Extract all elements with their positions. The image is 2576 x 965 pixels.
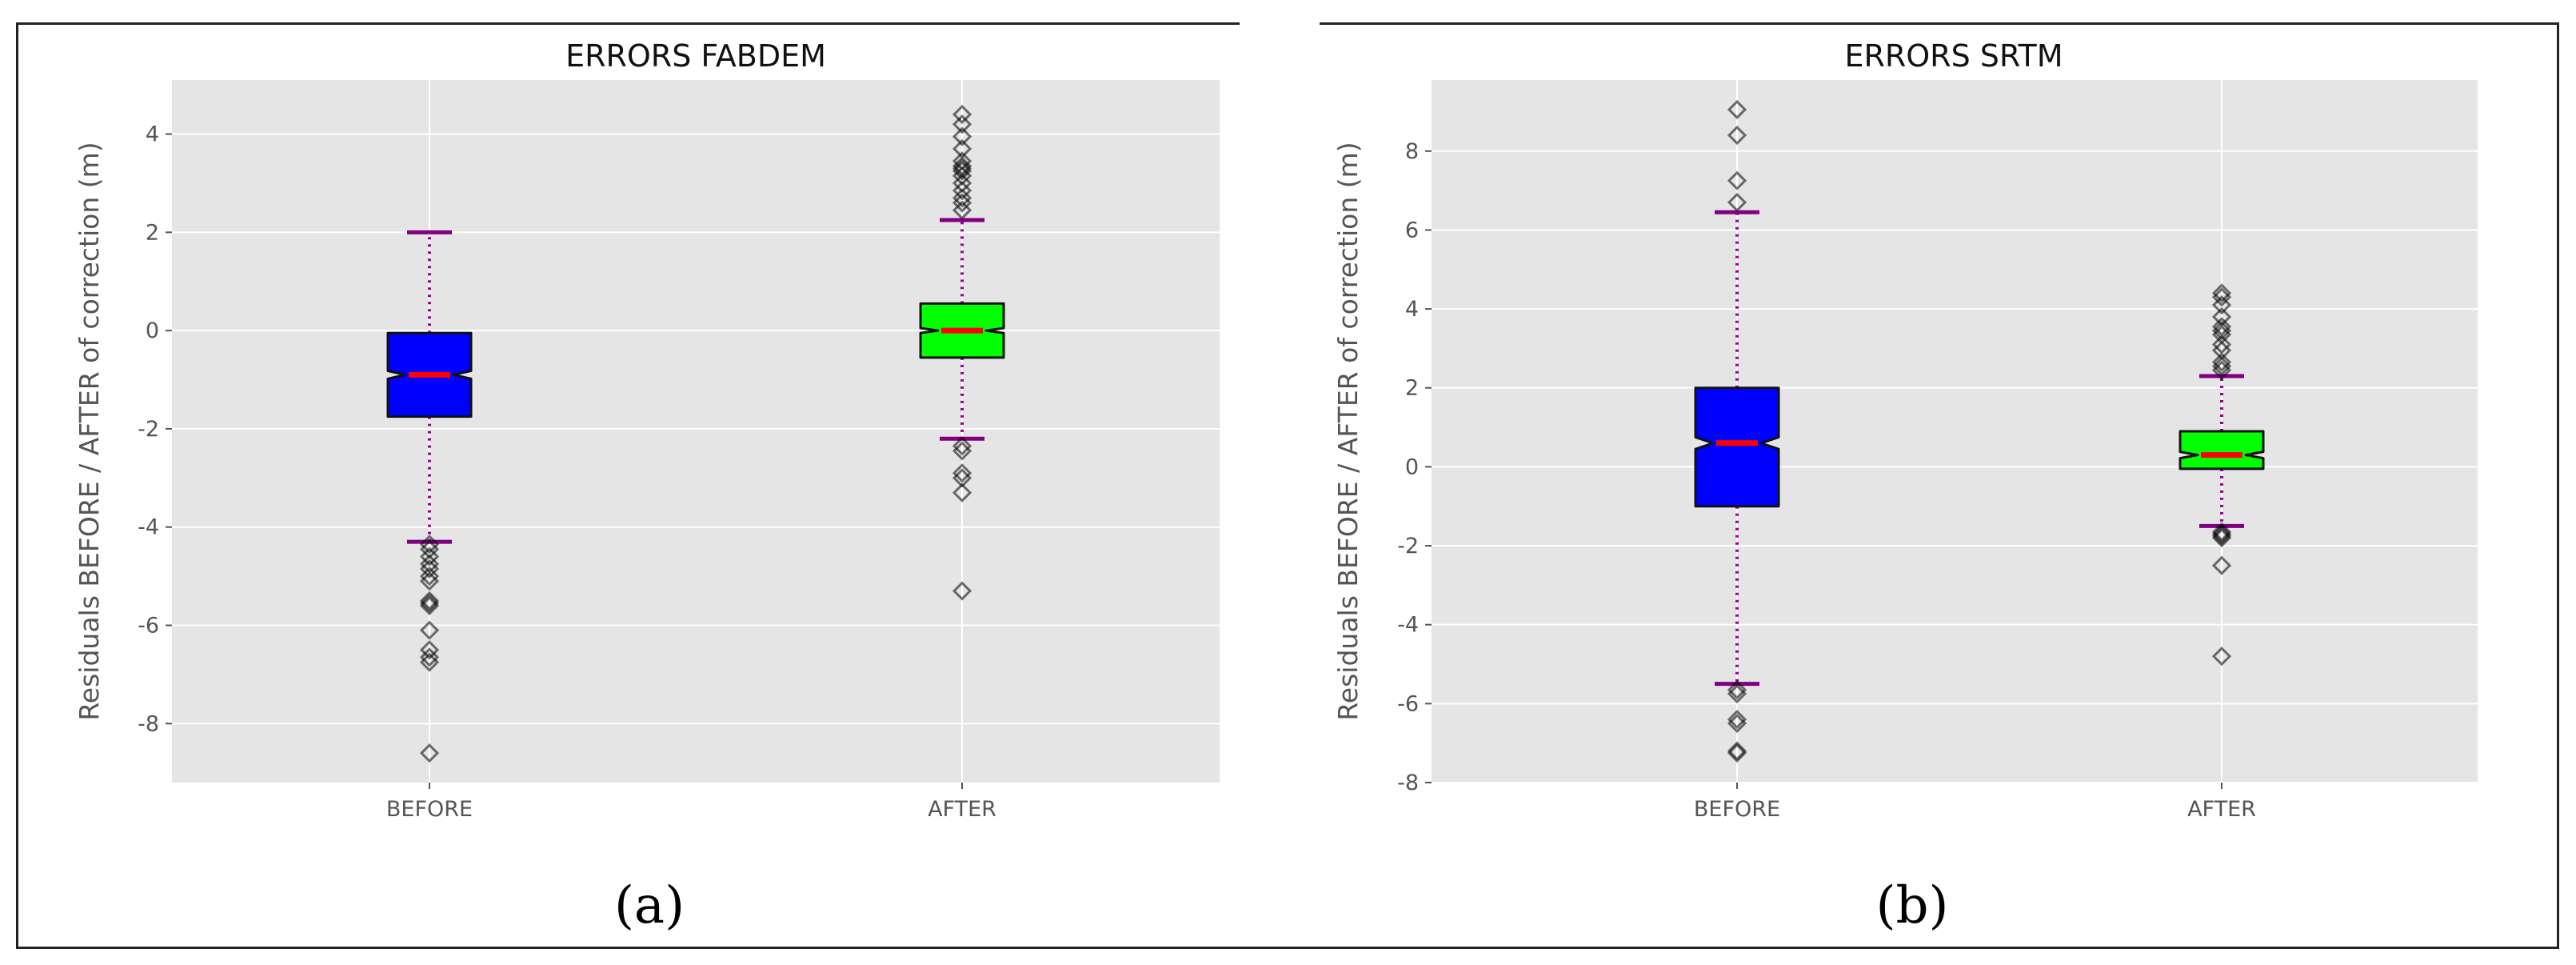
outlier-point (1727, 743, 1747, 763)
x-tick-label-after: AFTER (2187, 797, 2256, 822)
outlier-point (952, 151, 972, 171)
outlier-point (419, 595, 440, 616)
outlier-point (2211, 295, 2232, 315)
outlier-point (2211, 334, 2232, 354)
outlier-point (2211, 647, 2232, 667)
box-before (1694, 386, 1780, 508)
outlier-point (2211, 522, 2232, 542)
y-tick-label: -4 (1397, 613, 1419, 638)
outlier-point (2211, 283, 2232, 303)
outlier-point (419, 620, 440, 640)
outlier-point (419, 547, 440, 567)
outlier-point (1727, 679, 1747, 700)
outlier-point (2211, 306, 2232, 327)
box-after (2179, 430, 2265, 470)
outlier-point (952, 126, 972, 146)
x-tick-label-before: BEFORE (1694, 797, 1780, 822)
y-tick-label: -4 (138, 515, 159, 540)
y-tick-label: 2 (146, 220, 159, 245)
outlier-point (952, 104, 972, 125)
outlier-point (419, 647, 440, 667)
plot-area-fabdem (172, 80, 1220, 783)
y-tick-label: -2 (138, 417, 159, 442)
outlier-point (2211, 528, 2232, 548)
outlier-point (952, 463, 972, 483)
outlier-point (952, 482, 972, 503)
chart-title-srtm: ERRORS SRTM (1844, 38, 2063, 74)
outlier-point (2211, 526, 2232, 546)
outlier-point (1727, 192, 1747, 213)
y-tick-label: 8 (1405, 139, 1419, 164)
outlier-point (419, 571, 440, 591)
outlier-point (952, 441, 972, 461)
panel-srtm: 8 6 4 2 0 -2 -4 -6 -8 BEFORE AFTER ERRORS SRTM Res… (1332, 38, 2478, 935)
y-tick-label: -8 (1397, 771, 1419, 795)
outlier-point (1727, 125, 1747, 146)
y-tick-label: 6 (1405, 218, 1419, 242)
outlier-point (952, 436, 972, 456)
outlier-point (419, 567, 440, 587)
outlier-point (952, 188, 972, 208)
y-tick-label: 2 (1405, 376, 1419, 401)
x-tick-label-before: BEFORE (386, 797, 473, 822)
outlier-point (419, 652, 440, 672)
panel-caption-a: (a) (614, 876, 685, 935)
marks-fabdem (386, 104, 1005, 763)
outlier-point (419, 535, 440, 555)
outlier-point (952, 138, 972, 159)
y-axis-label-srtm: Residuals BEFORE / AFTER of correction (… (1332, 142, 1364, 720)
outlier-point (1727, 709, 1747, 730)
outlier-point (2211, 317, 2232, 337)
outlier-point (952, 200, 972, 220)
outlier-point (1727, 170, 1747, 190)
y-tick-label: 0 (1405, 454, 1419, 479)
y-tick-label: -6 (138, 614, 159, 639)
x-tick-label-after: AFTER (928, 797, 996, 822)
outlier-point (952, 181, 972, 201)
y-tick-label: 4 (1405, 297, 1419, 322)
outlier-point (419, 593, 440, 614)
panel-fabdem: 4 2 0 -2 -4 -6 -8 BEFORE AFTER ERRORS FABDEM Res… (74, 38, 1220, 935)
chart-title-fabdem: ERRORS FABDEM (565, 38, 826, 74)
outlier-point (1727, 741, 1747, 761)
y-tick-label: 4 (146, 122, 159, 147)
outlier-point (952, 158, 972, 178)
outlier-point (419, 640, 440, 660)
outlier-point (419, 743, 440, 763)
outlier-point (1727, 683, 1747, 704)
marks-srtm (1694, 99, 2265, 763)
y-tick-label: -6 (1397, 691, 1419, 716)
outlier-point (2211, 352, 2232, 372)
outlier-point (419, 559, 440, 579)
outlier-point (419, 591, 440, 611)
outlier-point (952, 173, 972, 194)
y-tick-label: -8 (138, 711, 159, 736)
plot-area-srtm (1432, 80, 2478, 783)
outlier-point (952, 114, 972, 134)
y-tick-label: 0 (146, 318, 159, 343)
y-axis-label-fabdem: Residuals BEFORE / AFTER of correction (… (74, 142, 105, 720)
panel-caption-b: (b) (1876, 876, 1949, 935)
outlier-point (1727, 99, 1747, 120)
outlier-point (2211, 524, 2232, 544)
outlier-point (1727, 713, 1747, 734)
outlier-point (2211, 555, 2232, 575)
y-tick-label: -2 (1397, 534, 1419, 559)
frame-gap (1240, 19, 1320, 27)
outlier-point (952, 581, 972, 601)
